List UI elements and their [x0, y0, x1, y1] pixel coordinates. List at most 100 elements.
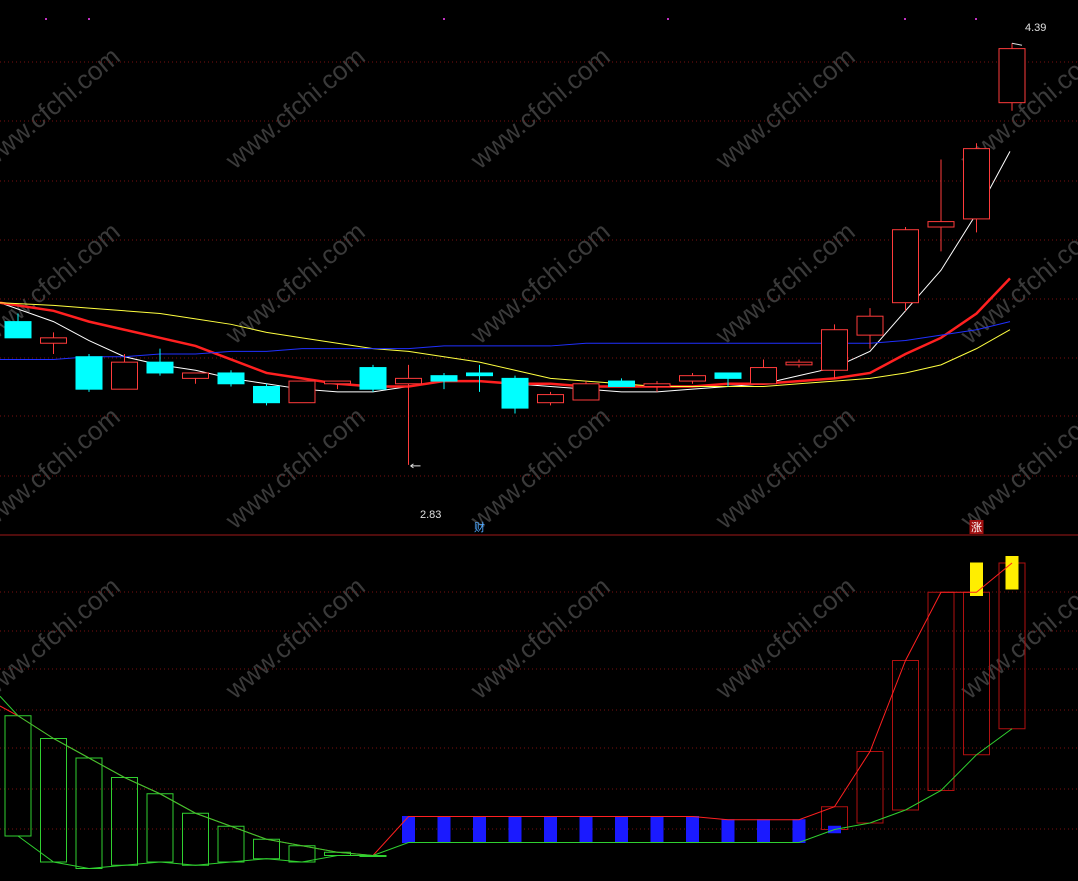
watermark-text: www.cfchi.com [709, 401, 861, 535]
ma-line-0 [0, 151, 1011, 393]
watermark-text: www.cfchi.com [464, 401, 616, 535]
indicator-top-line [0, 562, 1013, 857]
indicator-bar [650, 816, 664, 843]
indicator-bar [856, 751, 884, 824]
candle [998, 43, 1026, 111]
moving-averages [0, 151, 1011, 393]
indicator-bar [721, 819, 735, 843]
candle-body [182, 372, 209, 379]
watermark-text: www.cfchi.com [954, 401, 1078, 535]
candle-body [892, 229, 919, 304]
candle [608, 378, 635, 387]
candle-body [146, 361, 174, 374]
candle [217, 370, 245, 387]
candle [821, 324, 848, 379]
indicator-bar [75, 757, 103, 869]
candle [324, 380, 351, 390]
marker-dot [443, 18, 445, 20]
candle [572, 381, 600, 401]
indicator-bar [615, 816, 628, 843]
indicator-overlay-bar [1005, 556, 1019, 590]
candle [856, 308, 884, 349]
watermark-text: www.cfchi.com [464, 216, 616, 350]
low-price-label: 2.83 [420, 509, 441, 521]
candle [927, 159, 955, 252]
candle-body [430, 375, 458, 382]
marker-dot [904, 18, 906, 20]
candle-body [927, 221, 955, 228]
candle [892, 227, 919, 311]
watermark-text: www.cfchi.com [0, 401, 126, 535]
candle [4, 313, 32, 339]
candle [963, 143, 990, 233]
indicator-overlay-bar [792, 822, 806, 834]
candle-body [608, 380, 635, 387]
candle [146, 348, 174, 376]
marker-dot [667, 18, 669, 20]
indicator-bar [288, 845, 316, 863]
indicator-bar [473, 816, 486, 843]
indicator-bar [437, 816, 451, 843]
candle [750, 359, 777, 385]
indicator-bars [0, 556, 1026, 870]
watermark-text: www.cfchi.com [219, 401, 371, 535]
marker-dot [975, 18, 977, 20]
indicator-bar [146, 793, 174, 863]
candle-body [714, 372, 742, 379]
candle-body [4, 321, 32, 339]
marker-cai: 财 [474, 520, 485, 534]
candle-body [572, 383, 600, 401]
candle-body [40, 337, 67, 344]
indicator-bottom-line [17, 728, 1013, 870]
candle [430, 372, 458, 390]
high-price-label: 4.39 [1025, 22, 1046, 34]
candle-body [856, 315, 884, 336]
indicator-bar [927, 591, 955, 791]
candle-body [643, 383, 671, 387]
watermark-text: www.cfchi.com [709, 41, 861, 175]
candle-body [217, 372, 245, 385]
candle [679, 372, 706, 384]
candle-body [537, 394, 564, 404]
candle-body [324, 380, 351, 385]
watermark-text: www.cfchi.com [464, 41, 616, 175]
high-pointer [1011, 42, 1023, 46]
candle-body [111, 361, 138, 390]
watermark-text: www.cfchi.com [0, 571, 126, 705]
candle [182, 372, 209, 384]
candle-body [750, 367, 777, 385]
indicator-bar [544, 816, 557, 843]
indicator-bar [686, 816, 699, 843]
candle-body [679, 375, 706, 382]
candle [253, 383, 280, 406]
candle-body [785, 361, 813, 366]
watermark-text: www.cfchi.com [0, 41, 126, 175]
candle [714, 372, 742, 387]
indicator-bar [217, 825, 245, 863]
marker-dot [88, 18, 90, 20]
watermark-text: www.cfchi.com [219, 216, 371, 350]
candle [395, 364, 422, 465]
indicator-bar [508, 816, 522, 843]
indicator-bar [182, 812, 209, 866]
candle-body [821, 329, 848, 371]
indicator-bar [4, 715, 32, 837]
candle-body [75, 356, 103, 390]
watermark-text: www.cfchi.com [709, 571, 861, 705]
candle [785, 359, 813, 368]
watermark-text: www.cfchi.com [464, 571, 616, 705]
low-pointer [410, 463, 421, 469]
candle-body [288, 380, 316, 404]
indicator-bar [111, 777, 138, 866]
candle [40, 332, 67, 355]
indicator-bar [253, 838, 280, 860]
candle-body [998, 48, 1026, 104]
indicator-falling-line [0, 695, 374, 856]
marker-zhang-bg [969, 520, 984, 534]
candle-body [963, 148, 990, 220]
indicator-overlay-bar [970, 562, 983, 596]
watermark-text: www.cfchi.com [219, 41, 371, 175]
grid-layer [0, 18, 1078, 830]
candle-body [466, 372, 493, 377]
